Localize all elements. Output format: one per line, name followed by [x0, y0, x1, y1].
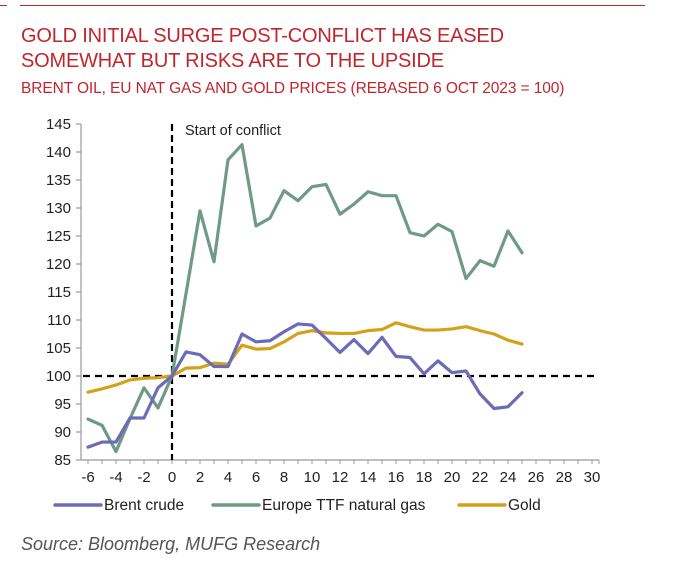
- legend-label-brent-crude: Brent crude: [104, 497, 184, 514]
- y-tick-label: 90: [54, 424, 71, 441]
- y-tick-label: 95: [54, 396, 71, 413]
- x-tick-label: 16: [388, 469, 405, 486]
- annotation-start-of-conflict: Start of conflict: [185, 123, 281, 139]
- x-tick-label: -6: [81, 469, 94, 486]
- x-tick-label: 4: [224, 469, 232, 486]
- series-line-brent-crude: [86, 322, 524, 449]
- chart-title: GOLD INITIAL SURGE POST-CONFLICT HAS EAS…: [21, 24, 504, 74]
- legend: Brent crude Europe TTF natural gas Gold: [53, 497, 541, 514]
- series-line-europe-ttf-natural-gas: [86, 143, 524, 454]
- y-tick-label: 125: [46, 228, 71, 245]
- source-note: Source: Bloomberg, MUFG Research: [21, 534, 321, 554]
- y-tick-label: 120: [46, 256, 71, 273]
- x-tick-label: 10: [304, 469, 321, 486]
- y-tick-label: 110: [47, 312, 71, 329]
- x-tick-label: 14: [360, 469, 377, 486]
- x-tick-label: 12: [332, 469, 349, 486]
- x-tick-label: -4: [109, 469, 122, 486]
- x-tick-label: 2: [196, 469, 204, 486]
- top-rule: [20, 5, 645, 6]
- x-tick-label: 24: [500, 469, 517, 486]
- top-left-rule-mark: [0, 5, 7, 6]
- x-tick-label: 0: [168, 469, 176, 486]
- x-tick-label: 20: [444, 469, 461, 486]
- y-tick-label: 140: [46, 144, 71, 161]
- x-tick-label: 26: [528, 469, 545, 486]
- x-tick-label: 22: [472, 469, 489, 486]
- x-tick-label: 30: [584, 469, 601, 486]
- x-tick-label: 6: [252, 469, 260, 486]
- y-tick-label: 145: [46, 116, 71, 133]
- chart-title-line-1: GOLD INITIAL SURGE POST-CONFLICT HAS EAS…: [21, 25, 504, 47]
- x-tick-label: 28: [556, 469, 573, 486]
- x-tick-label: 18: [416, 469, 433, 486]
- legend-label-gold: Gold: [508, 497, 541, 514]
- series-group: [86, 143, 524, 454]
- annotations: Start of conflict: [185, 123, 281, 139]
- chart-subtitle: BRENT OIL, EU NAT GAS AND GOLD PRICES (R…: [21, 80, 565, 97]
- x-tick-label: 8: [280, 469, 288, 486]
- y-tick-label: 105: [46, 340, 71, 357]
- reference-lines: [83, 124, 594, 460]
- y-tick-label: 85: [54, 452, 71, 469]
- chart-title-line-2: SOMEWHAT BUT RISKS ARE TO THE UPSIDE: [21, 50, 444, 72]
- legend-label-europe-ttf-natural-gas: Europe TTF natural gas: [262, 497, 426, 514]
- y-tick-label: 135: [46, 172, 71, 189]
- y-tick-label: 115: [47, 284, 71, 301]
- series-line-gold: [86, 321, 524, 394]
- y-tick-label: 100: [46, 368, 71, 385]
- x-tick-label: -2: [137, 469, 150, 486]
- y-tick-label: 130: [46, 200, 71, 217]
